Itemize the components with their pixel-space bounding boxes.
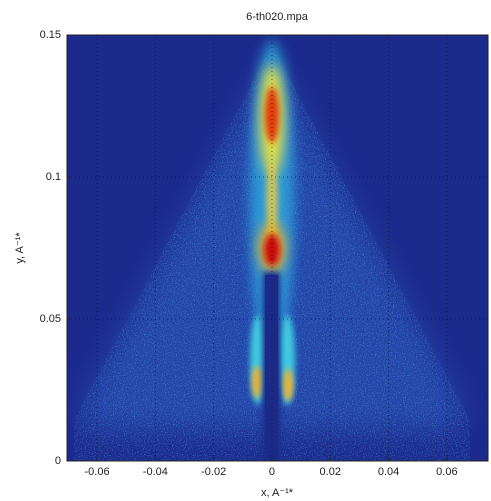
y-tick-label: 0.1 [46, 171, 61, 183]
heatmap-image [67, 35, 488, 461]
x-tick-label: 0.02 [320, 466, 341, 478]
x-tick-label: 0.04 [378, 466, 399, 478]
chart-title: 6-th020.mpa [246, 11, 309, 23]
x-tick-label: -0.02 [201, 466, 226, 478]
y-tick-label: 0.15 [40, 29, 61, 41]
x-tick-label: 0.06 [436, 466, 457, 478]
x-tick-label: -0.04 [143, 466, 168, 478]
x-tick-label: 0 [269, 466, 275, 478]
y-tick-label: 0 [55, 455, 61, 467]
y-axis-label: y, A⁻¹* [14, 232, 26, 264]
grid [67, 34, 488, 462]
x-axis-label: x, A⁻¹* [261, 487, 294, 499]
y-tick-label: 0.05 [40, 313, 61, 325]
x-tick-label: -0.06 [84, 466, 109, 478]
plot-frame [66, 34, 489, 462]
